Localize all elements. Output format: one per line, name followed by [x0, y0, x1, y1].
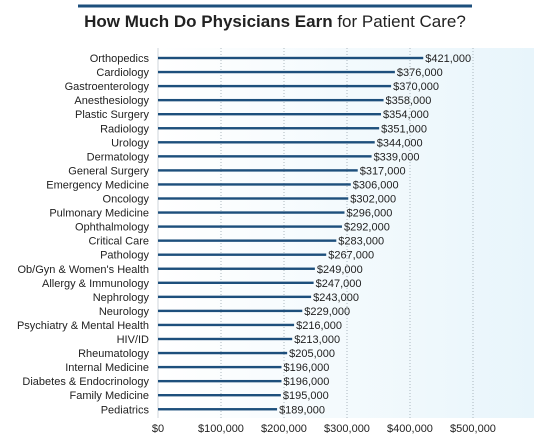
value-label: $196,000: [283, 362, 329, 374]
category-label: Pediatrics: [101, 404, 150, 416]
bar: [158, 183, 351, 186]
value-label: $196,000: [283, 376, 329, 388]
value-label: $195,000: [283, 390, 329, 402]
bar: [158, 98, 384, 102]
category-label: Pulmonary Medicine: [49, 208, 149, 220]
category-label: Oncology: [103, 194, 150, 206]
category-label: Diabetes & Endocrinology: [22, 376, 149, 388]
category-label: Rheumatology: [78, 348, 149, 360]
value-label: $376,000: [397, 67, 443, 79]
category-label: General Surgery: [68, 165, 149, 177]
bar: [158, 281, 314, 284]
bar: [158, 253, 327, 256]
value-label: $351,000: [381, 123, 427, 135]
value-label: $213,000: [294, 334, 340, 346]
x-tick-label: $0: [152, 423, 164, 435]
chart-title: How Much Do Physicians Earn for Patient …: [84, 12, 466, 31]
category-label: Cardiology: [96, 67, 149, 79]
bar: [158, 225, 342, 228]
category-label: Neurology: [99, 306, 150, 318]
category-label: Emergency Medicine: [46, 179, 149, 191]
x-tick-label: $300,000: [324, 423, 370, 435]
category-label: Allergy & Immunology: [42, 278, 149, 290]
plot-background: [158, 48, 534, 418]
bar: [158, 351, 288, 355]
value-label: $247,000: [316, 278, 362, 290]
category-label: Radiology: [100, 123, 149, 135]
x-tick-labels: $0 $100,000 $200,000 $300,000 $400,000 $500,0…: [152, 423, 496, 435]
category-label: Family Medicine: [70, 390, 149, 402]
value-label: $229,000: [304, 306, 350, 318]
bar: [158, 408, 278, 411]
category-label: HIV/ID: [117, 334, 149, 346]
category-label: Critical Care: [88, 236, 149, 248]
bar: [158, 70, 395, 74]
bar: [158, 169, 358, 172]
bar: [158, 155, 372, 158]
category-labels: Orthopedics Cardiology Gastroenterology Ane…: [17, 53, 150, 416]
category-label: Internal Medicine: [65, 362, 149, 374]
value-label: $358,000: [386, 95, 432, 107]
bar: [158, 197, 349, 200]
value-label: $306,000: [353, 179, 399, 191]
value-labels: $421,000 $376,000 $370,000 $358,000 $354,000…: [279, 53, 471, 416]
x-tick-label: $100,000: [198, 423, 244, 435]
bar: [158, 323, 295, 327]
bar: [158, 337, 293, 341]
bar: [158, 267, 315, 270]
value-label: $339,000: [374, 151, 420, 163]
value-label: $421,000: [425, 53, 471, 65]
x-tick-label: $500,000: [450, 423, 496, 435]
bar: [158, 84, 392, 88]
category-label: Dermatology: [87, 151, 150, 163]
bar: [158, 365, 282, 369]
value-label: $216,000: [296, 320, 342, 332]
bar: [158, 239, 337, 242]
value-label: $370,000: [393, 81, 439, 93]
category-label: Pathology: [100, 250, 149, 262]
value-label: $205,000: [289, 348, 335, 360]
title-bold-part: How Much Do Physicians Earn: [84, 12, 332, 31]
category-label: Plastic Surgery: [75, 109, 149, 121]
x-tick-label: $200,000: [261, 423, 307, 435]
bar: [158, 211, 345, 214]
value-label: $243,000: [313, 292, 359, 304]
value-label: $292,000: [344, 222, 390, 234]
category-label: Psychiatry & Mental Health: [17, 320, 149, 332]
category-label: Ophthalmology: [75, 222, 149, 234]
bar: [158, 127, 380, 130]
bar: [158, 56, 424, 60]
value-label: $344,000: [377, 137, 423, 149]
x-tick-label: $400,000: [387, 423, 433, 435]
category-label: Urology: [111, 137, 149, 149]
bar: [158, 379, 282, 383]
value-label: $302,000: [350, 194, 396, 206]
bars: [158, 56, 424, 411]
gridlines: [157, 48, 474, 418]
category-label: Orthopedics: [90, 53, 150, 65]
category-label: Gastroenterology: [65, 81, 150, 93]
value-label: $189,000: [279, 404, 325, 416]
value-label: $296,000: [346, 208, 392, 220]
title-rest-part: for Patient Care?: [333, 12, 466, 31]
bar: [158, 394, 281, 397]
category-label: Anesthesiology: [74, 95, 149, 107]
value-label: $249,000: [317, 264, 363, 276]
category-label: Ob/Gyn & Women's Health: [17, 264, 149, 276]
bar: [158, 141, 375, 144]
value-label: $283,000: [338, 236, 384, 248]
bar: [158, 295, 312, 299]
bar: [158, 113, 382, 116]
value-label: $354,000: [383, 109, 429, 121]
category-label: Nephrology: [93, 292, 150, 304]
value-label: $267,000: [328, 250, 374, 262]
bar: [158, 309, 303, 313]
value-label: $317,000: [360, 165, 406, 177]
